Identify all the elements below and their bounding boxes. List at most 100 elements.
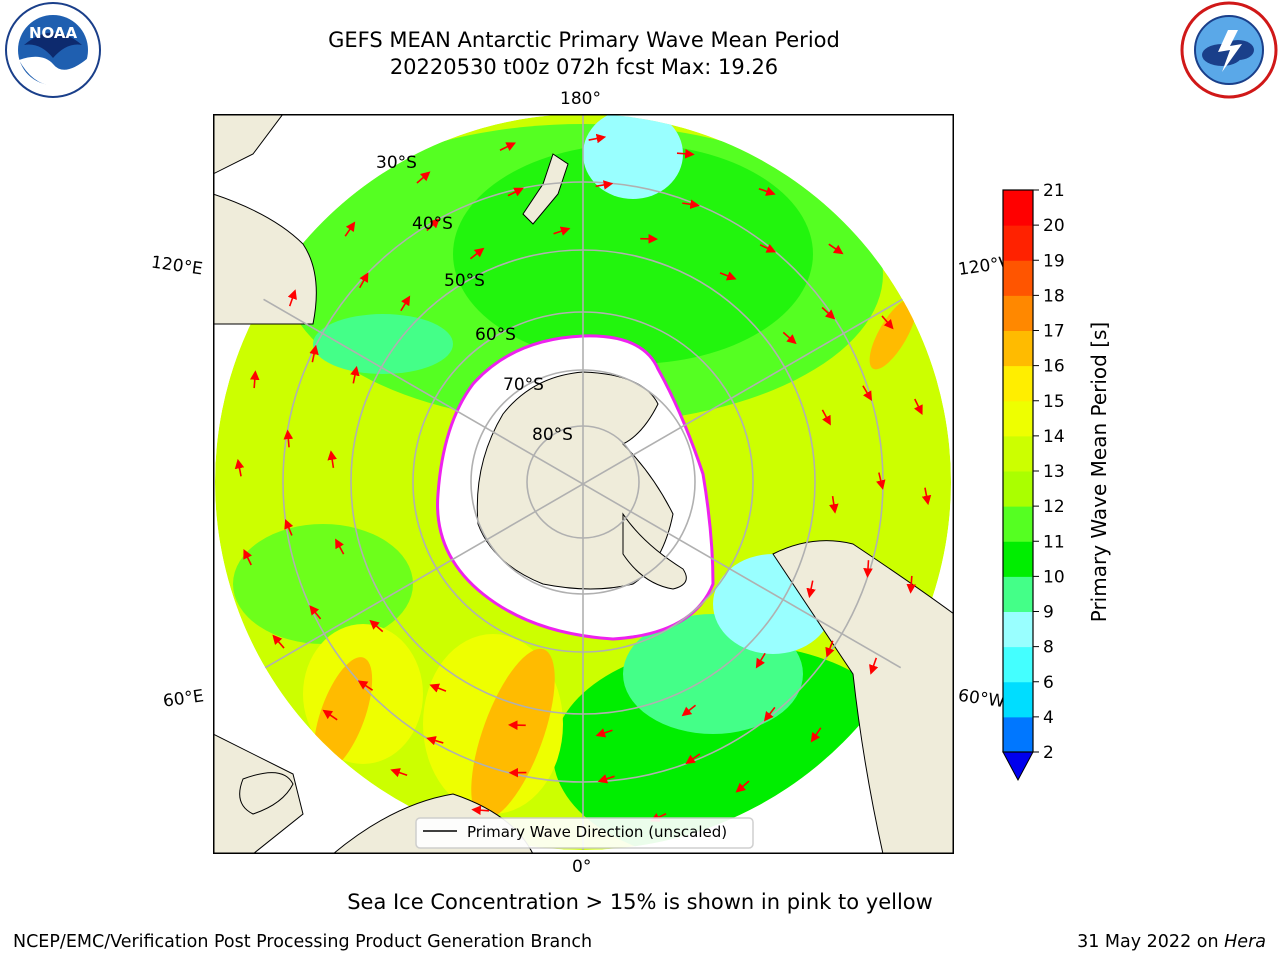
legend-label: Primary Wave Direction (unscaled) bbox=[467, 823, 727, 841]
wave-arrow bbox=[358, 272, 369, 289]
wave-arrow bbox=[862, 385, 873, 402]
colorbar-block bbox=[1003, 190, 1033, 226]
lon-label-60e: 60°E bbox=[161, 686, 206, 712]
wave-arrow bbox=[249, 370, 260, 389]
lon-label-120e: 120°E bbox=[149, 252, 204, 280]
wave-arrow bbox=[507, 187, 524, 197]
colorbar-block bbox=[1003, 576, 1033, 612]
wave-arrow bbox=[829, 496, 839, 514]
colorbar-tick-label: 21 bbox=[1043, 181, 1065, 201]
footer-machine: Hera bbox=[1224, 932, 1266, 952]
colorbar-tick-label: 6 bbox=[1043, 673, 1054, 693]
wave-arrow bbox=[881, 315, 894, 330]
colorbar: 2 4 6 8 9 10 11 12 13 14 15 16 17 18 19 20 21 Primary Wa… bbox=[1002, 181, 1111, 782]
wave-arrow bbox=[821, 306, 836, 320]
wave-arrow bbox=[553, 226, 571, 236]
colorbar-tick-label: 18 bbox=[1043, 286, 1065, 306]
colorbar-block bbox=[1003, 681, 1033, 718]
lon-label-0: 0° bbox=[572, 857, 592, 877]
colorbar-label: Primary Wave Mean Period [s] bbox=[1087, 322, 1111, 623]
colorbar-tick-label: 17 bbox=[1043, 322, 1065, 342]
wave-arrow bbox=[876, 472, 886, 490]
wave-arrow bbox=[309, 344, 319, 363]
wave-arrow bbox=[595, 180, 614, 190]
colorbar-extend-triangle bbox=[1002, 751, 1034, 782]
chart-subtitle: 20220530 t00z 072h fcst Max: 19.26 bbox=[389, 55, 779, 79]
wave-arrow bbox=[335, 538, 345, 555]
sea-ice-note: Sea Ice Concentration > 15% is shown in … bbox=[347, 890, 933, 914]
wave-arrow bbox=[243, 548, 252, 566]
lat-label-50s: 50°S bbox=[444, 271, 485, 291]
colorbar-block bbox=[1003, 330, 1033, 367]
wave-arrow bbox=[676, 148, 695, 159]
polar-map: 30°S 40°S 50°S 60°S 70°S 80°S Primary Wa… bbox=[213, 114, 954, 854]
lat-label-40s: 40°S bbox=[412, 214, 453, 234]
colorbar-tick-label: 20 bbox=[1043, 216, 1065, 236]
lon-label-180: 180° bbox=[560, 89, 601, 109]
wave-arrow bbox=[426, 736, 444, 746]
colorbar-tick-label: 14 bbox=[1043, 427, 1065, 447]
colorbar-tick-label: 9 bbox=[1043, 603, 1054, 623]
colorbar-tick-label: 11 bbox=[1043, 532, 1065, 552]
colorbar-block bbox=[1003, 541, 1033, 577]
wave-arrow bbox=[735, 780, 750, 793]
wave-arrow bbox=[350, 365, 360, 384]
wave-arrow bbox=[806, 580, 816, 599]
wave-arrow bbox=[681, 704, 697, 717]
wave-arrow bbox=[588, 133, 607, 144]
wave-arrow bbox=[426, 218, 440, 232]
map-legend: Primary Wave Direction (unscaled) bbox=[415, 817, 754, 849]
colorbar-tick-label: 4 bbox=[1043, 708, 1054, 728]
wave-arrow bbox=[921, 487, 932, 506]
colorbar-block bbox=[1003, 506, 1033, 542]
wave-arrow bbox=[369, 619, 384, 633]
wave-arrow bbox=[429, 683, 447, 693]
colorbar-block bbox=[1003, 471, 1033, 507]
wave-arrow bbox=[763, 706, 776, 722]
footer-credit: NCEP/EMC/Verification Post Processing Pr… bbox=[13, 932, 593, 952]
colorbar-block bbox=[1003, 295, 1033, 331]
lat-label-70s: 70°S bbox=[503, 375, 544, 395]
wave-arrow bbox=[821, 409, 831, 426]
wave-arrow bbox=[499, 142, 517, 151]
colorbar-tick-label: 15 bbox=[1043, 392, 1065, 412]
wave-arrow bbox=[759, 243, 777, 253]
lat-label-30s: 30°S bbox=[376, 153, 417, 173]
colorbar-block bbox=[1003, 365, 1033, 402]
wave-arrow bbox=[471, 805, 490, 816]
colorbar-block bbox=[1003, 646, 1033, 683]
wave-arrow bbox=[825, 640, 835, 658]
wave-arrow bbox=[322, 709, 338, 721]
wave-arrow bbox=[390, 768, 408, 778]
colorbar-tick-label: 19 bbox=[1043, 251, 1065, 271]
lat-label-60s: 60°S bbox=[475, 325, 516, 345]
lat-label-80s: 80°S bbox=[532, 425, 573, 445]
graticule bbox=[215, 114, 951, 850]
wave-arrow bbox=[309, 605, 322, 620]
wave-arrow bbox=[344, 221, 356, 237]
wave-arrow bbox=[597, 774, 615, 784]
colorbar-block bbox=[1003, 400, 1033, 437]
wave-arrow bbox=[682, 199, 700, 210]
wave-arrow bbox=[400, 295, 411, 312]
wave-arrow bbox=[863, 560, 873, 578]
wave-arrow bbox=[755, 652, 766, 669]
wave-arrow bbox=[782, 331, 797, 345]
colorbar-tick-label: 16 bbox=[1043, 357, 1065, 377]
colorbar-tick-label: 12 bbox=[1043, 497, 1065, 517]
wave-arrow bbox=[234, 458, 245, 477]
wave-arrow bbox=[416, 171, 431, 184]
colorbar-tick-label: 10 bbox=[1043, 567, 1065, 587]
nws-logo bbox=[1180, 1, 1278, 99]
wave-arrow bbox=[595, 728, 613, 738]
wave-arrow bbox=[357, 680, 374, 691]
footer-date-text: 31 May 2022 on bbox=[1077, 932, 1225, 952]
colorbar-block bbox=[1003, 716, 1033, 753]
noaa-logo: NOAA bbox=[5, 2, 101, 98]
colorbar-tick-label: 13 bbox=[1043, 462, 1065, 482]
wave-arrow bbox=[283, 429, 294, 448]
colorbar-block bbox=[1003, 611, 1033, 648]
wave-arrow bbox=[810, 727, 822, 743]
field-layer bbox=[215, 114, 951, 850]
colorbar-block bbox=[1003, 225, 1033, 261]
